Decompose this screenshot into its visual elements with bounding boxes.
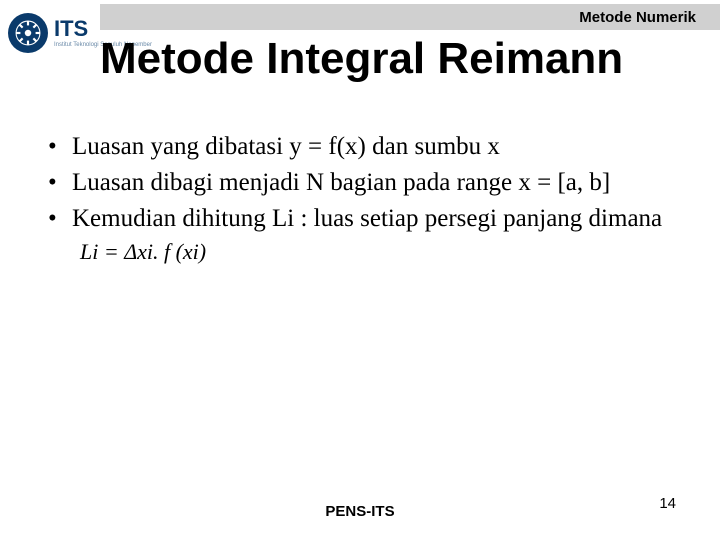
course-name: Metode Numerik: [579, 9, 696, 26]
footer-center: PENS-ITS: [0, 503, 720, 520]
bullet-text: Kemudian dihitung Li : luas setiap perse…: [72, 205, 662, 232]
page-number: 14: [659, 495, 676, 512]
slide-title: Metode Integral Reimann: [100, 34, 690, 84]
list-item: Kemudian dihitung Li : luas setiap perse…: [40, 202, 680, 270]
its-seal-icon: [8, 13, 48, 53]
list-item: Luasan dibagi menjadi N bagian pada rang…: [40, 166, 680, 200]
gear-seal-icon: [15, 20, 41, 46]
list-item: Luasan yang dibatasi y = f(x) dan sumbu …: [40, 130, 680, 164]
bullet-text: Luasan yang dibatasi y = f(x) dan sumbu …: [72, 133, 500, 160]
header-bar: Metode Numerik: [100, 4, 720, 30]
bullet-list: Luasan yang dibatasi y = f(x) dan sumbu …: [40, 130, 680, 269]
bullet-text: Luasan dibagi menjadi N bagian pada rang…: [72, 169, 610, 196]
formula-text: Li = Δxi. f (xi): [80, 239, 206, 264]
slide-content: Luasan yang dibatasi y = f(x) dan sumbu …: [40, 130, 680, 271]
slide: Metode Numerik ITS Institu: [0, 0, 720, 540]
